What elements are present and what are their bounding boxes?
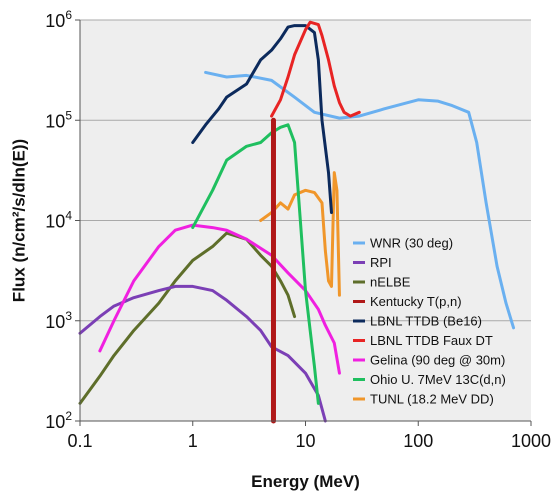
series-line xyxy=(191,123,320,405)
legend-label: Gelina (90 deg @ 30m) xyxy=(370,353,505,368)
y-tick-label: 103 xyxy=(45,309,72,332)
series-line xyxy=(78,231,297,405)
series-line xyxy=(204,70,516,330)
y-tick-label: 102 xyxy=(45,409,72,432)
y-tick-label: 105 xyxy=(45,108,72,131)
series-line xyxy=(270,20,361,118)
x-tick-label: 10 xyxy=(295,431,315,451)
legend-label: LBNL TTDB (Be16) xyxy=(370,314,482,329)
y-tick-label: 106 xyxy=(45,8,72,31)
y-tick-label: 104 xyxy=(45,209,72,232)
legend: WNR (30 deg) RPI nELBE Kentucky T(p,n) LBNL … xyxy=(353,236,506,407)
legend-label: Kentucky T(p,n) xyxy=(370,294,462,309)
series-line xyxy=(98,223,341,375)
legend-label: WNR (30 deg) xyxy=(370,236,453,251)
y-axis-title: Flux (n/cm²/s/dln(E)) xyxy=(9,139,28,302)
x-tick-label: 1000 xyxy=(511,431,551,451)
series-line xyxy=(259,171,341,297)
legend-label: Ohio U. 7MeV 13C(d,n) xyxy=(370,372,506,387)
axes: 0.1 1 10 100 1000 102 103 104 105 106 xyxy=(45,8,551,451)
x-axis-title: Energy (MeV) xyxy=(251,472,360,491)
series-line xyxy=(191,24,333,215)
x-tick-label: 100 xyxy=(403,431,433,451)
x-tick-label: 0.1 xyxy=(67,431,92,451)
x-tick-label: 1 xyxy=(188,431,198,451)
legend-label: RPI xyxy=(370,255,392,270)
legend-label: nELBE xyxy=(370,275,411,290)
legend-label: TUNL (18.2 MeV DD) xyxy=(370,392,494,407)
series-layer xyxy=(78,20,516,424)
legend-label: LBNL TTDB Faux DT xyxy=(370,333,493,348)
